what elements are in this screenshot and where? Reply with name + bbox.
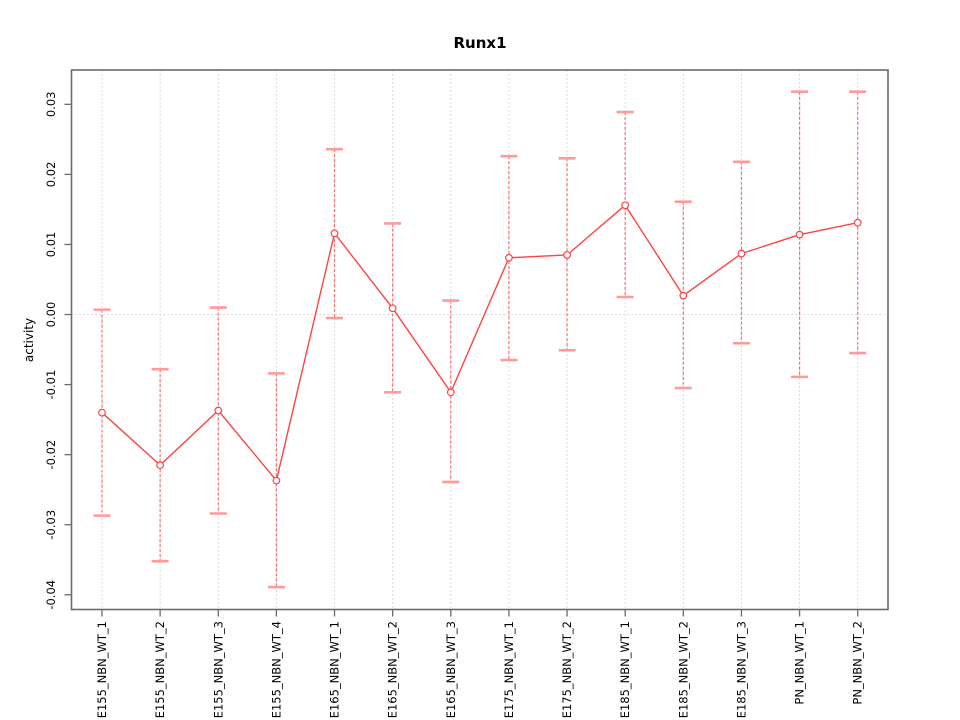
y-tick-label: 0.03 [44,92,58,118]
x-tick-label: PN_NBN_WT_2 [851,621,865,705]
series-line [101,204,858,483]
y-tick-label: 0.01 [44,232,58,258]
x-tick-label: E155_NBN_WT_2 [153,621,167,718]
y-tick-label: -0.02 [44,440,58,470]
y-tick-label: -0.03 [44,510,58,540]
x-tick-label: E185_NBN_WT_2 [676,621,690,718]
plot-border [70,69,889,611]
data-point [156,461,165,470]
x-tick-label: PN_NBN_WT_1 [793,621,807,705]
x-tick-label: E175_NBN_WT_1 [502,621,516,718]
x-tick-label: E185_NBN_WT_3 [734,621,748,718]
data-point [446,388,455,397]
y-tick-label: 0.02 [44,162,58,188]
data-point [388,304,397,313]
y-tick-label: -0.01 [44,370,58,400]
x-tick-label: E175_NBN_WT_2 [560,621,574,718]
x-tick-label: E165_NBN_WT_2 [386,621,400,718]
data-point [563,251,571,259]
data-point [98,408,106,417]
data-point [679,291,688,300]
x-tick-label: E155_NBN_WT_4 [269,621,283,718]
data-point [737,249,746,258]
y-tick-label: 0.00 [44,302,58,328]
data-point [853,218,862,227]
x-tick-label: E165_NBN_WT_3 [444,621,458,718]
data-point [621,201,630,210]
data-point [505,253,513,262]
y-tick-label: -0.04 [44,580,58,610]
data-point [214,406,223,415]
y-axis-title: activity [22,317,36,363]
data-point [795,230,804,239]
x-tick-label: E155_NBN_WT_3 [211,621,225,718]
x-tick-label: E155_NBN_WT_1 [95,621,109,718]
data-point [330,229,339,238]
chart-title: Runx1 [453,34,507,52]
x-tick-label: E185_NBN_WT_1 [618,621,632,718]
data-point [272,476,281,485]
x-tick-label: E165_NBN_WT_1 [328,621,342,718]
